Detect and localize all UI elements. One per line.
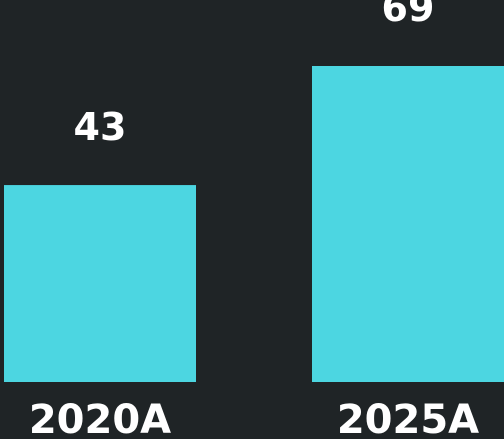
labels-layer: 43 2020A 69 2025A [29,0,479,439]
value-label: 69 [382,0,435,30]
bar-2025A [312,66,504,382]
bar-2020A [4,185,196,382]
category-label: 2025A [337,397,479,439]
bars-layer [4,66,504,382]
category-label: 2020A [29,397,171,439]
value-label: 43 [74,105,127,149]
